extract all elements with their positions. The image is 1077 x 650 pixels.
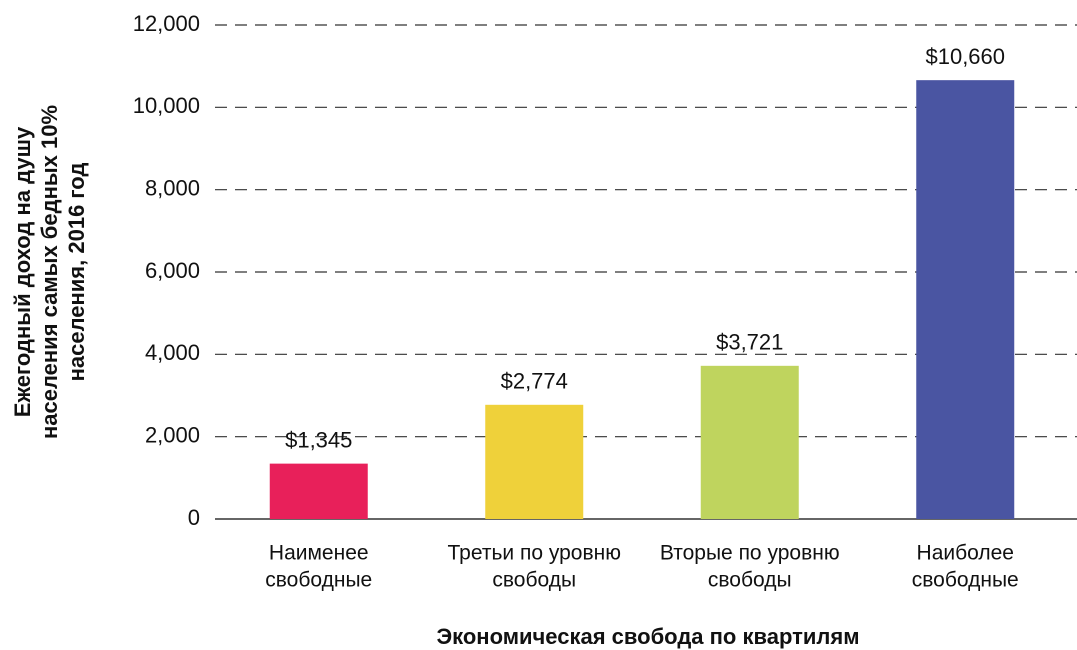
bar	[269, 463, 368, 519]
x-tick-label: Наиболее свободные	[912, 541, 1019, 591]
y-tick-label: 4,000	[145, 340, 200, 365]
y-tick-label: 12,000	[133, 11, 200, 36]
y-tick-label: 10,000	[133, 93, 200, 118]
data-label: $10,660	[925, 44, 1005, 69]
y-tick-label: 6,000	[145, 258, 200, 283]
bar	[700, 365, 799, 519]
data-label: $1,345	[285, 427, 352, 452]
data-label: $3,721	[716, 330, 783, 355]
x-tick-label: Вторые по уровню свободы	[660, 541, 840, 591]
data-label: $2,774	[501, 369, 568, 394]
bar	[916, 80, 1015, 519]
y-axis-label: Ежегодный доход на душунаселения самых б…	[10, 105, 89, 439]
y-tick-label: 2,000	[145, 422, 200, 447]
x-axis-label: Экономическая свобода по квартилям	[436, 624, 859, 649]
y-tick-label: 0	[188, 505, 200, 530]
bar	[485, 404, 584, 519]
x-tick-label: Наименее свободные	[265, 541, 372, 591]
x-tick-label: Третьи по уровню свободы	[448, 541, 621, 591]
y-tick-label: 8,000	[145, 175, 200, 200]
